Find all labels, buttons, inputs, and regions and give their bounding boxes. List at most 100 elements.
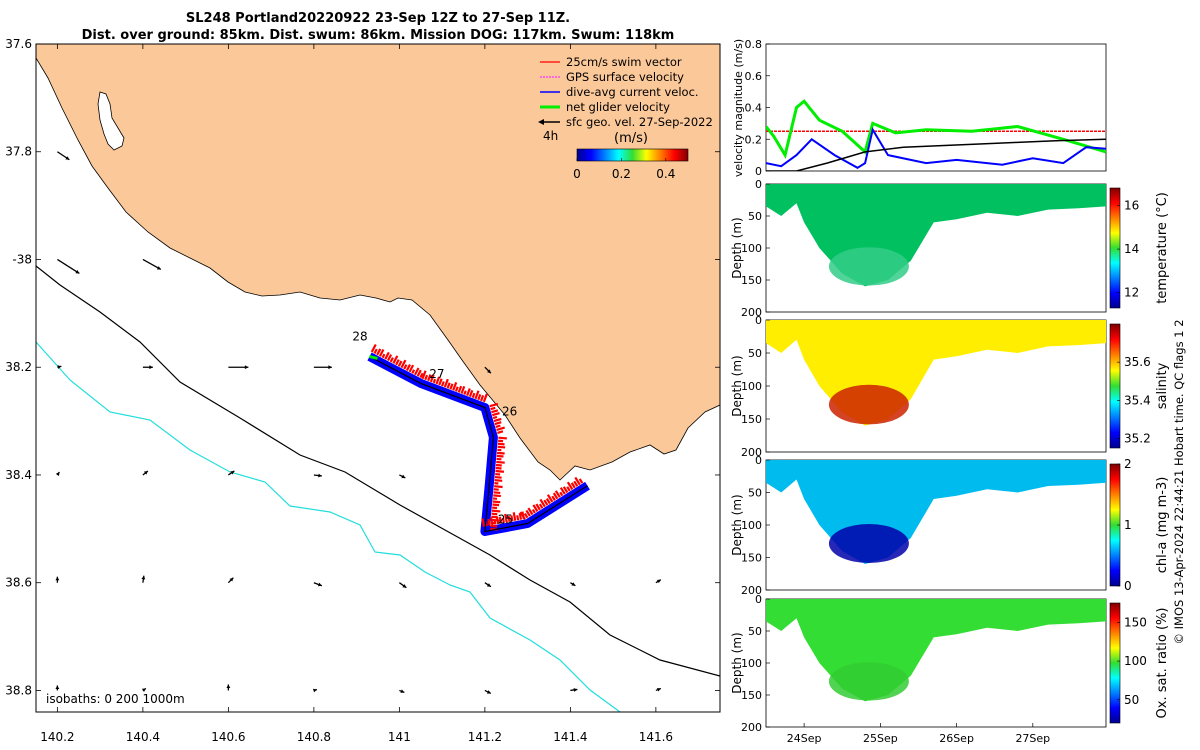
colorbar-label: Ox. sat. ratio (%) [1155, 608, 1170, 719]
swim-vector [566, 481, 574, 490]
velocity-frame [765, 43, 1107, 172]
swim-vector [578, 478, 584, 484]
surface-velocity-arrows [55, 151, 662, 695]
swim-vector [482, 393, 488, 403]
swim-vector [518, 512, 523, 520]
map-ytick-label: 38.2 [5, 360, 32, 374]
velocity-arrowhead [143, 470, 148, 475]
colorbar-tick-label: 12 [1124, 286, 1139, 300]
velocity-ytick-label: 0 [755, 165, 762, 178]
swim-vector [477, 393, 482, 401]
swim-vector [421, 370, 427, 380]
map-xtick-label: 140.2 [40, 730, 74, 744]
swim-vector [441, 381, 445, 387]
velocity-arrowhead [57, 365, 62, 369]
swim-vector [429, 374, 435, 383]
section-ylabel: Depth (m) [730, 217, 744, 278]
velocity-ylabel: velocity magnitude (m/s) [732, 39, 745, 177]
velocity-arrowhead [55, 685, 60, 689]
swim-vector [501, 517, 505, 524]
swim-vector [490, 524, 498, 528]
legend-label: GPS surface velocity [566, 70, 684, 84]
swim-vector [491, 512, 498, 516]
credit-text: © IMOS 13-Apr-2024 22:44:21 Hobart time.… [1172, 319, 1186, 644]
swim-vector [519, 511, 526, 520]
map-ytick-label: 38.8 [5, 683, 32, 697]
section-ylabel: Depth (m) [730, 355, 744, 416]
swim-vector [454, 386, 459, 392]
section-ytick-label: 50 [748, 210, 762, 223]
swim-vector [512, 512, 517, 521]
swim-vector [466, 388, 471, 396]
colorbar-tick-label: 100 [1124, 654, 1147, 668]
legend-item-net-velocity: net glider velocity [540, 100, 670, 114]
swim-vector [516, 515, 520, 521]
colorbar-units: (m/s) [614, 131, 648, 146]
section-ytick-label: 0 [755, 454, 762, 467]
legend-item-dive-avg: dive-avg current veloc. [540, 85, 699, 99]
swim-vector [492, 503, 500, 507]
section-colorbar [1109, 602, 1121, 724]
swim-vector [424, 374, 429, 381]
legend-label: dive-avg current veloc. [566, 85, 699, 99]
swim-vector [491, 411, 500, 417]
swim-vector [490, 406, 496, 411]
section-panel: 0 50 100 150 200 Depth (m) 50 100 150 Ox. sat. ra… [730, 593, 1170, 734]
swim-vector [546, 494, 554, 503]
colorbar-tick-label: 14 [1124, 242, 1139, 256]
swim-vector [498, 436, 507, 440]
note-4h: 4h [543, 129, 558, 143]
isobath-200 [36, 265, 720, 677]
swim-vector [493, 491, 501, 495]
swim-vector [419, 372, 424, 379]
section-ytick-label: 100 [741, 242, 762, 255]
velocity-arrowhead [402, 584, 407, 588]
swim-vector [523, 512, 529, 519]
swim-vector [414, 367, 420, 376]
swim-vector [438, 378, 443, 386]
swim-vector [495, 516, 500, 525]
time-xtick-label: 25Sep [863, 732, 898, 745]
velocity-arrowhead [230, 470, 235, 475]
swim-vector [463, 390, 467, 395]
swim-vector [493, 494, 501, 498]
swim-vector [525, 509, 531, 517]
section-ytick-label: 150 [741, 552, 762, 565]
section-ytick-label: 100 [741, 519, 762, 532]
colorbar-tick-label: 0.4 [656, 167, 675, 181]
swim-vector [378, 349, 385, 357]
swim-vector [474, 390, 480, 400]
colorbar-tick-label: 0 [1124, 579, 1132, 593]
day-label: 26 [502, 405, 517, 419]
section-feature [828, 384, 909, 425]
legend-label: 25cm/s swim vector [566, 55, 682, 69]
velocity-ytick-label: 0.2 [745, 133, 763, 146]
swim-vector [457, 385, 463, 393]
swim-vector [495, 469, 505, 473]
colorbar-label: salinity [1155, 362, 1170, 409]
land-coastline [36, 44, 720, 481]
velocity-panel: 0 0.2 0.4 0.6 0.8 velocity magnitude (m/s) [732, 38, 1107, 178]
legend-item-sfc-geo: sfc geo. vel. 27-Sep-2022 [538, 115, 713, 129]
swim-vector [554, 490, 561, 498]
section-ytick-label: 200 [741, 446, 762, 459]
swim-vector [496, 451, 505, 455]
swim-vector [543, 499, 549, 506]
swim-vector [481, 518, 486, 527]
section-ytick-label: 50 [748, 625, 762, 638]
section-ytick-label: 50 [748, 347, 762, 360]
velocity-axis-ticks: 0 0.2 0.4 0.6 0.8 [745, 38, 770, 178]
section-panel: 0 50 100 150 200 Depth (m) 35.2 35.4 35.6 salinit… [730, 314, 1170, 459]
velocity-arrowhead [149, 365, 153, 370]
swim-vector [492, 500, 501, 504]
velocity-series [766, 99, 1106, 171]
swim-vector [495, 424, 501, 429]
swim-vector [487, 518, 491, 526]
swim-vector [566, 486, 571, 492]
swim-vector [494, 421, 502, 426]
swim-vector [535, 503, 541, 511]
day-label: 27 [429, 367, 444, 381]
swim-vector [489, 402, 499, 408]
